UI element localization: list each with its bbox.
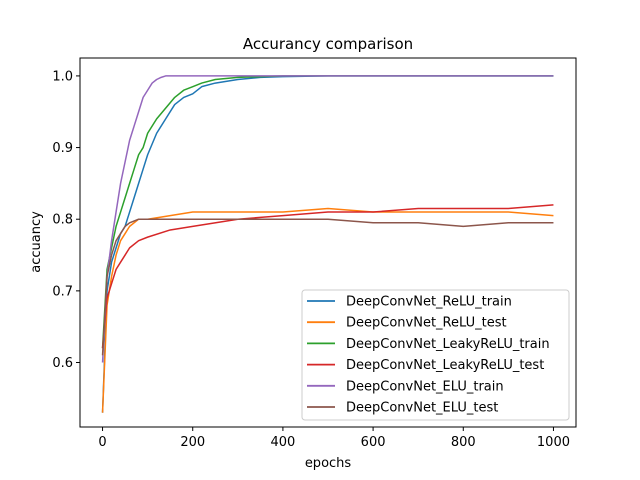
series-line-1	[101, 207, 554, 413]
legend-label-1: DeepConvNet_ReLU_test	[346, 316, 507, 331]
legend-box	[301, 289, 570, 421]
legend-label-0: DeepConvNet_ReLU_train	[346, 295, 512, 310]
x-tick-label: 200	[180, 435, 205, 450]
y-tick-label: 0.7	[52, 284, 73, 299]
x-tick-label: 0	[98, 435, 106, 450]
plot-frame	[79, 57, 577, 428]
x-tick-label: 400	[270, 435, 295, 450]
x-tick-label: 800	[451, 435, 476, 450]
chart-title: Accurancy comparison	[243, 35, 413, 53]
series-line-5	[101, 218, 554, 356]
series-line-3	[101, 204, 554, 349]
y-tick-label: 0.8	[52, 213, 73, 228]
series-line-4	[101, 75, 554, 363]
series-layer	[101, 75, 554, 413]
legend: DeepConvNet_ReLU_train DeepConvNet_ReLU_t…	[301, 289, 570, 421]
legend-label-2: DeepConvNet_LeakyReLU_train	[346, 337, 550, 352]
legend-label-3: DeepConvNet_LeakyReLU_test	[346, 358, 544, 373]
legend-label-4: DeepConvNet_ELU_train	[346, 379, 504, 394]
x-tick-label: 1000	[537, 435, 570, 450]
x-axis: 0 200 400 600 800 1000	[98, 427, 570, 450]
y-tick-label: 1.0	[52, 69, 73, 84]
x-axis-title: epochs	[305, 456, 352, 471]
y-tick-label: 0.6	[52, 356, 73, 371]
y-axis: 0.6 0.7 0.8 0.9 1.0	[52, 69, 80, 371]
legend-label-5: DeepConvNet_ELU_test	[346, 401, 498, 416]
x-tick-label: 600	[361, 435, 386, 450]
y-axis-title: accuancy	[29, 211, 44, 273]
y-tick-label: 0.9	[52, 141, 73, 156]
